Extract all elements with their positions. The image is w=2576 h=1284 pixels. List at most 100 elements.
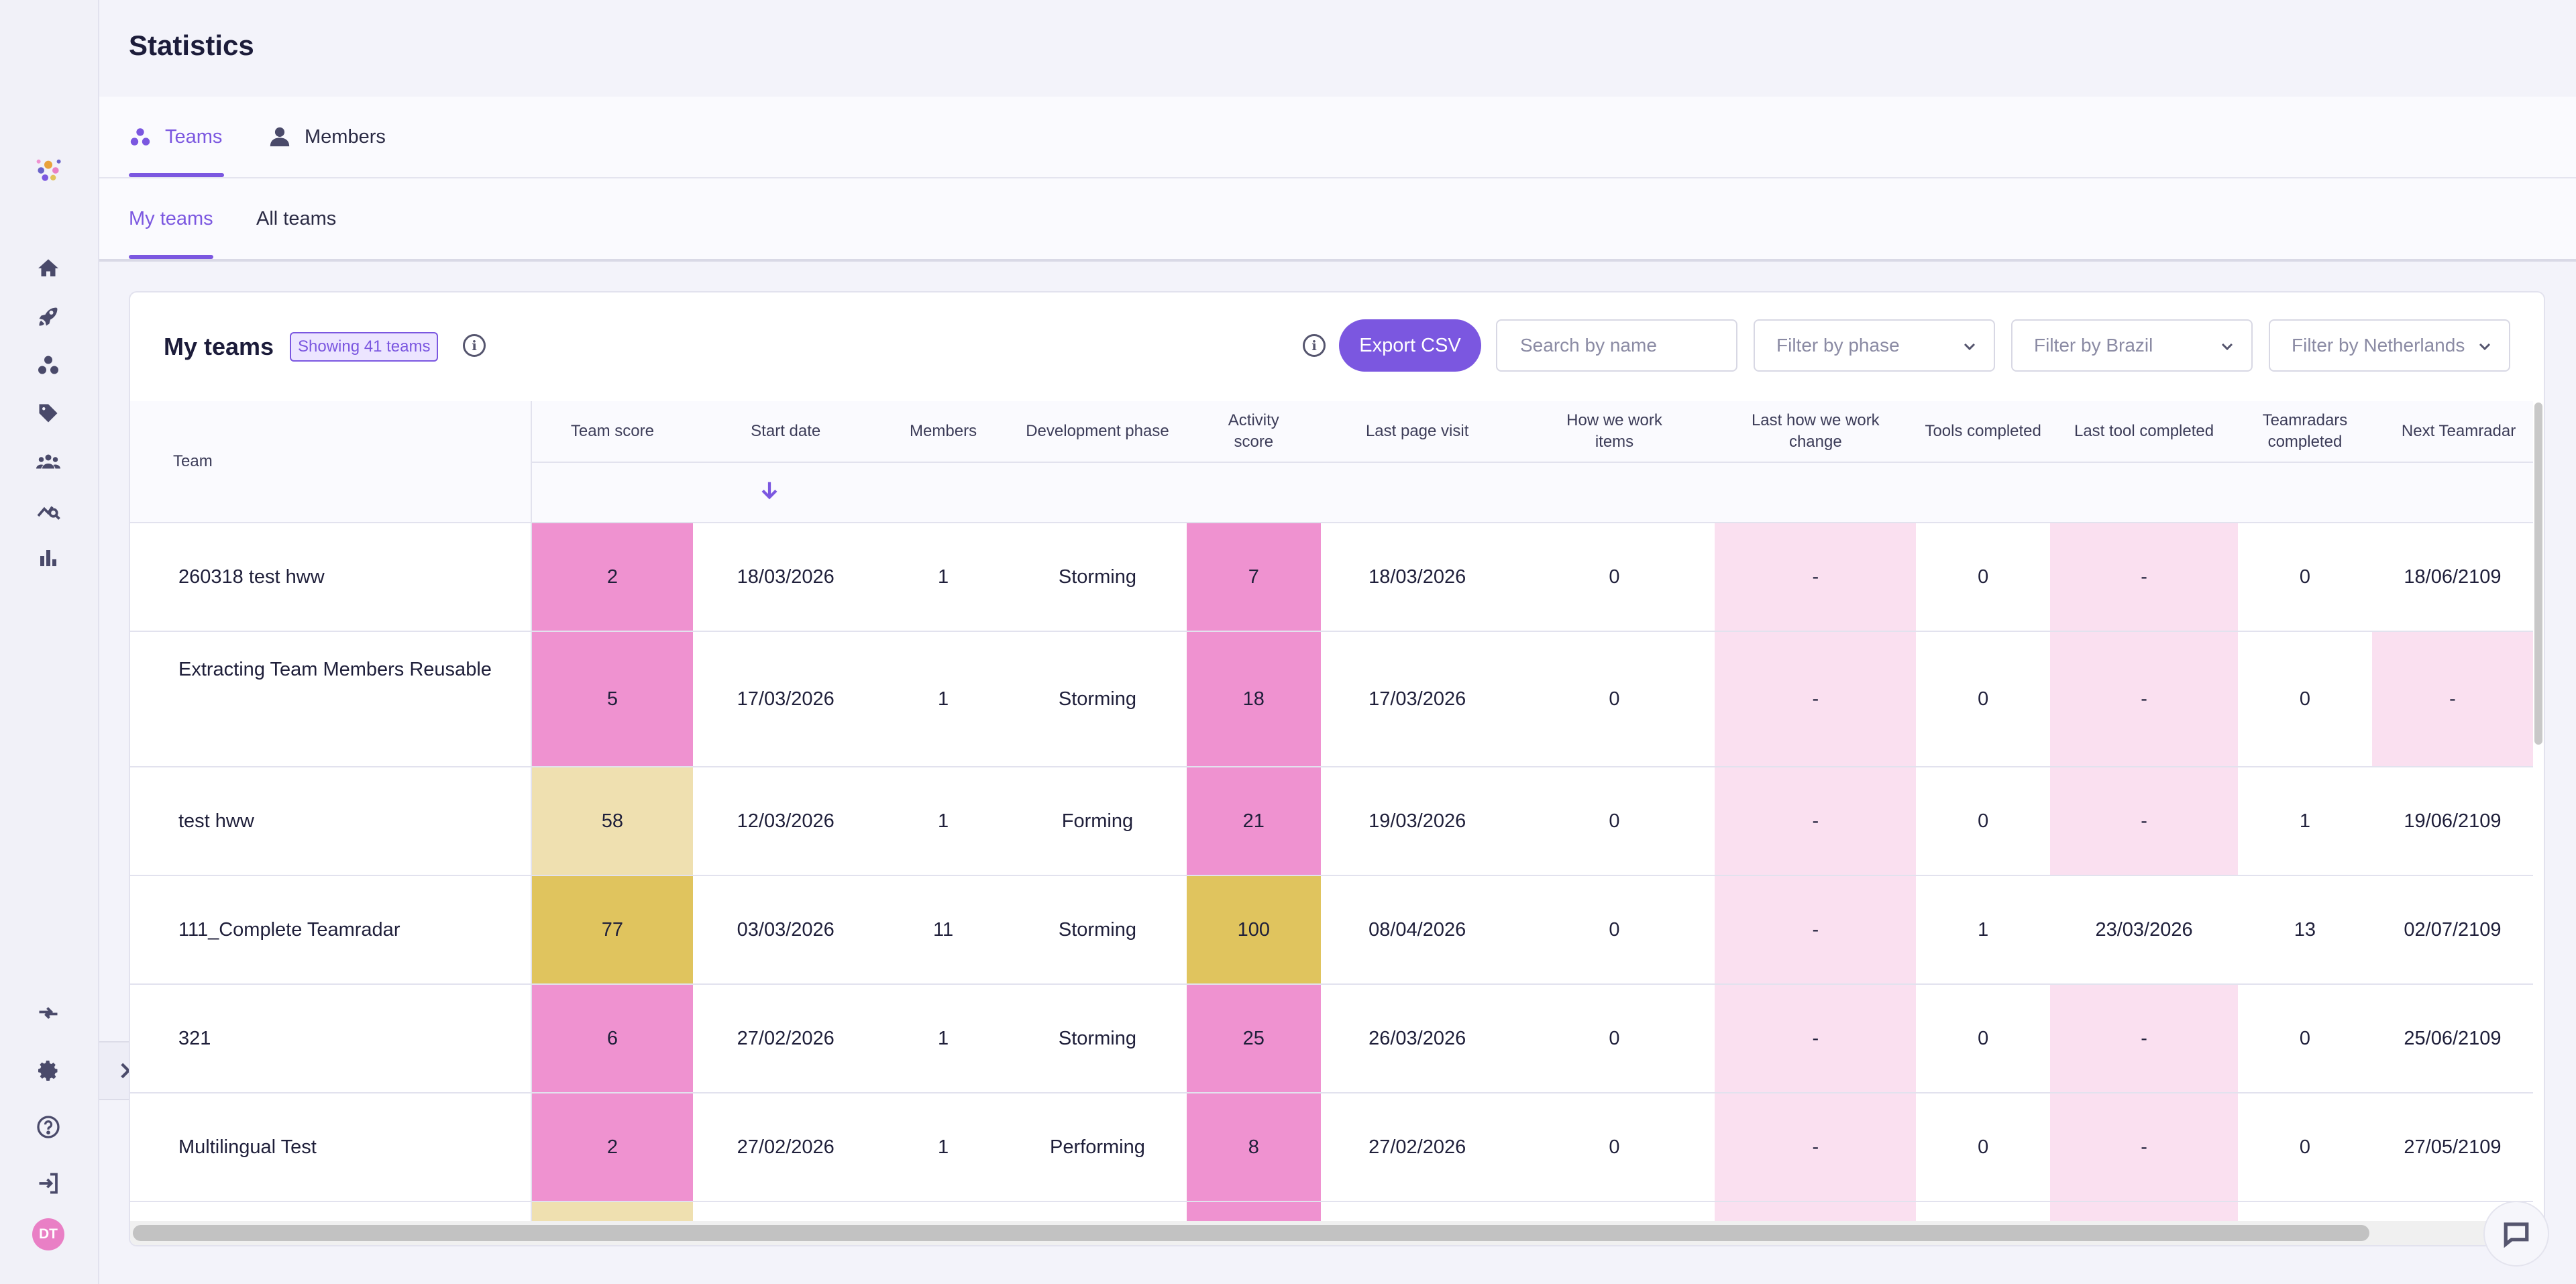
cell-start-date: 12/03/2026 xyxy=(693,767,879,876)
column-header-last-page-visit[interactable]: Last page visit xyxy=(1320,401,1514,463)
teams-panel: My teams Showing 41 teams i i Export CSV… xyxy=(129,291,2545,1246)
filter-netherlands-select[interactable]: Filter by Netherlands xyxy=(2269,319,2510,372)
cell-team-score: 2 xyxy=(531,1093,694,1202)
logout-icon[interactable] xyxy=(32,1167,64,1199)
cell-team[interactable]: Extracting Team Members Reusable xyxy=(130,631,532,767)
table-row[interactable]: 321 6 27/02/2026 1 Storming 25 26/03/2026 0-0-0… xyxy=(130,984,2533,1093)
table-row[interactable]: 260318 test hww 2 18/03/2026 1 Storming 7 18/0… xyxy=(130,523,2533,632)
column-header-development-phase[interactable]: Development phase xyxy=(1008,401,1187,463)
table-row[interactable]: Extracting Team Members Reusable 5 17/03/2… xyxy=(130,631,2533,767)
tag-icon[interactable] xyxy=(32,397,64,429)
analytics-icon[interactable] xyxy=(32,494,64,526)
search-field[interactable] xyxy=(1519,334,1736,357)
cell-tools-completed: 0 xyxy=(1916,523,2051,632)
teams-table: Team Team score Start date Members Devel… xyxy=(130,401,2533,1232)
column-header-last-how-we-work-change[interactable]: Last how we work change xyxy=(1715,401,1917,463)
arrow-down-icon xyxy=(758,482,781,505)
vertical-scrollbar[interactable] xyxy=(2534,403,2542,745)
cell-tools-completed: 0 xyxy=(1916,631,2051,767)
filter-brazil-select[interactable]: Filter by Brazil xyxy=(2011,319,2253,372)
cell-teamradars-completed: 0 xyxy=(2237,1093,2372,1202)
sort-indicator[interactable] xyxy=(693,462,879,523)
cell-last-tool-completed: - xyxy=(2050,631,2238,767)
column-header-next-teamradar[interactable]: Next Teamradar xyxy=(2371,401,2533,463)
header-filler xyxy=(878,462,1009,523)
column-header-activity-score[interactable]: Activity score xyxy=(1186,401,1321,463)
cell-tools-completed: 0 xyxy=(1916,1093,2051,1202)
column-header-team-score[interactable]: Team score xyxy=(531,401,694,463)
cell-members: 1 xyxy=(878,984,1009,1093)
chevron-down-icon xyxy=(2219,338,2235,354)
cell-teamradars-completed: 0 xyxy=(2237,523,2372,632)
cell-next-teamradar: 25/06/2109 xyxy=(2371,984,2533,1093)
teams-icon xyxy=(130,128,150,146)
switch-icon[interactable] xyxy=(32,997,64,1029)
export-csv-button[interactable]: Export CSV xyxy=(1339,319,1481,372)
column-header-tools-completed[interactable]: Tools completed xyxy=(1916,401,2051,463)
help-icon[interactable] xyxy=(32,1111,64,1143)
cell-last-how-we-work-change: - xyxy=(1715,875,1917,985)
table-row[interactable]: Multilingual Test 2 27/02/2026 1 Performing 8… xyxy=(130,1093,2533,1202)
filter-phase-select[interactable]: Filter by phase xyxy=(1754,319,1995,372)
home-icon[interactable] xyxy=(32,252,64,284)
column-header-last-tool-completed[interactable]: Last tool completed xyxy=(2050,401,2238,463)
cell-team-score: 6 xyxy=(531,984,694,1093)
cell-next-teamradar: 19/06/2109 xyxy=(2371,767,2533,876)
cell-team[interactable]: 260318 test hww xyxy=(130,523,532,632)
tab-members[interactable]: Members xyxy=(268,97,386,177)
cell-team-score: 77 xyxy=(531,875,694,985)
column-header-teamradars-completed[interactable]: Teamradars completed xyxy=(2237,401,2372,463)
table-row[interactable]: 111_Complete Teamradar 77 03/03/2026 11 Stor… xyxy=(130,875,2533,985)
rocket-icon[interactable] xyxy=(32,301,64,333)
cell-activity-score: 100 xyxy=(1186,875,1321,985)
header-filler xyxy=(1008,462,1187,523)
header-filler xyxy=(1916,462,2051,523)
teams-table-container[interactable]: Team Team score Start date Members Devel… xyxy=(130,401,2533,1232)
cell-development-phase: Storming xyxy=(1008,984,1187,1093)
tab-all-teams[interactable]: All teams xyxy=(256,178,336,259)
logo-icon[interactable] xyxy=(32,154,64,186)
settings-icon[interactable] xyxy=(32,1055,64,1087)
cell-members: 1 xyxy=(878,631,1009,767)
cell-last-page-visit: 17/03/2026 xyxy=(1320,631,1514,767)
teams-icon[interactable] xyxy=(32,349,64,381)
tab-my-teams[interactable]: My teams xyxy=(129,178,213,259)
cell-last-page-visit: 19/03/2026 xyxy=(1320,767,1514,876)
cell-start-date: 17/03/2026 xyxy=(693,631,879,767)
cell-development-phase: Storming xyxy=(1008,523,1187,632)
cell-start-date: 27/02/2026 xyxy=(693,1093,879,1202)
info-icon[interactable]: i xyxy=(463,334,486,357)
cell-next-teamradar: 02/07/2109 xyxy=(2371,875,2533,985)
horizontal-scrollbar-track xyxy=(130,1221,2544,1245)
column-header-how-we-work-items[interactable]: How we work items xyxy=(1513,401,1715,463)
cell-team[interactable]: Multilingual Test xyxy=(130,1093,532,1202)
cell-how-we-work-items: 0 xyxy=(1513,767,1715,876)
cell-last-how-we-work-change: - xyxy=(1715,984,1917,1093)
chat-icon xyxy=(2504,1222,2529,1248)
person-icon xyxy=(270,127,290,147)
bar-chart-icon[interactable] xyxy=(32,542,64,574)
column-header-start-date[interactable]: Start date xyxy=(693,401,879,463)
cell-how-we-work-items: 0 xyxy=(1513,875,1715,985)
cell-team[interactable]: 111_Complete Teamradar xyxy=(130,875,532,985)
search-input[interactable] xyxy=(1496,319,1737,372)
cell-members: 1 xyxy=(878,1093,1009,1202)
horizontal-scrollbar[interactable] xyxy=(133,1225,2369,1241)
cell-team[interactable]: 321 xyxy=(130,984,532,1093)
info-icon[interactable]: i xyxy=(1303,334,1326,357)
cell-teamradars-completed: 0 xyxy=(2237,631,2372,767)
cell-team[interactable]: test hww xyxy=(130,767,532,876)
avatar[interactable]: DT xyxy=(32,1218,64,1250)
column-header-team[interactable]: Team xyxy=(130,401,532,523)
cell-activity-score: 18 xyxy=(1186,631,1321,767)
group-icon[interactable] xyxy=(32,445,64,478)
tab-label: Members xyxy=(305,125,386,148)
cell-teamradars-completed: 1 xyxy=(2237,767,2372,876)
table-row[interactable]: test hww 58 12/03/2026 1 Forming 21 19/03/2026… xyxy=(130,767,2533,876)
column-header-members[interactable]: Members xyxy=(878,401,1009,463)
chat-button[interactable] xyxy=(2483,1201,2549,1267)
team-count-badge: Showing 41 teams xyxy=(290,332,439,362)
tab-teams[interactable]: Teams xyxy=(129,97,224,177)
cell-activity-score: 25 xyxy=(1186,984,1321,1093)
cell-activity-score: 21 xyxy=(1186,767,1321,876)
